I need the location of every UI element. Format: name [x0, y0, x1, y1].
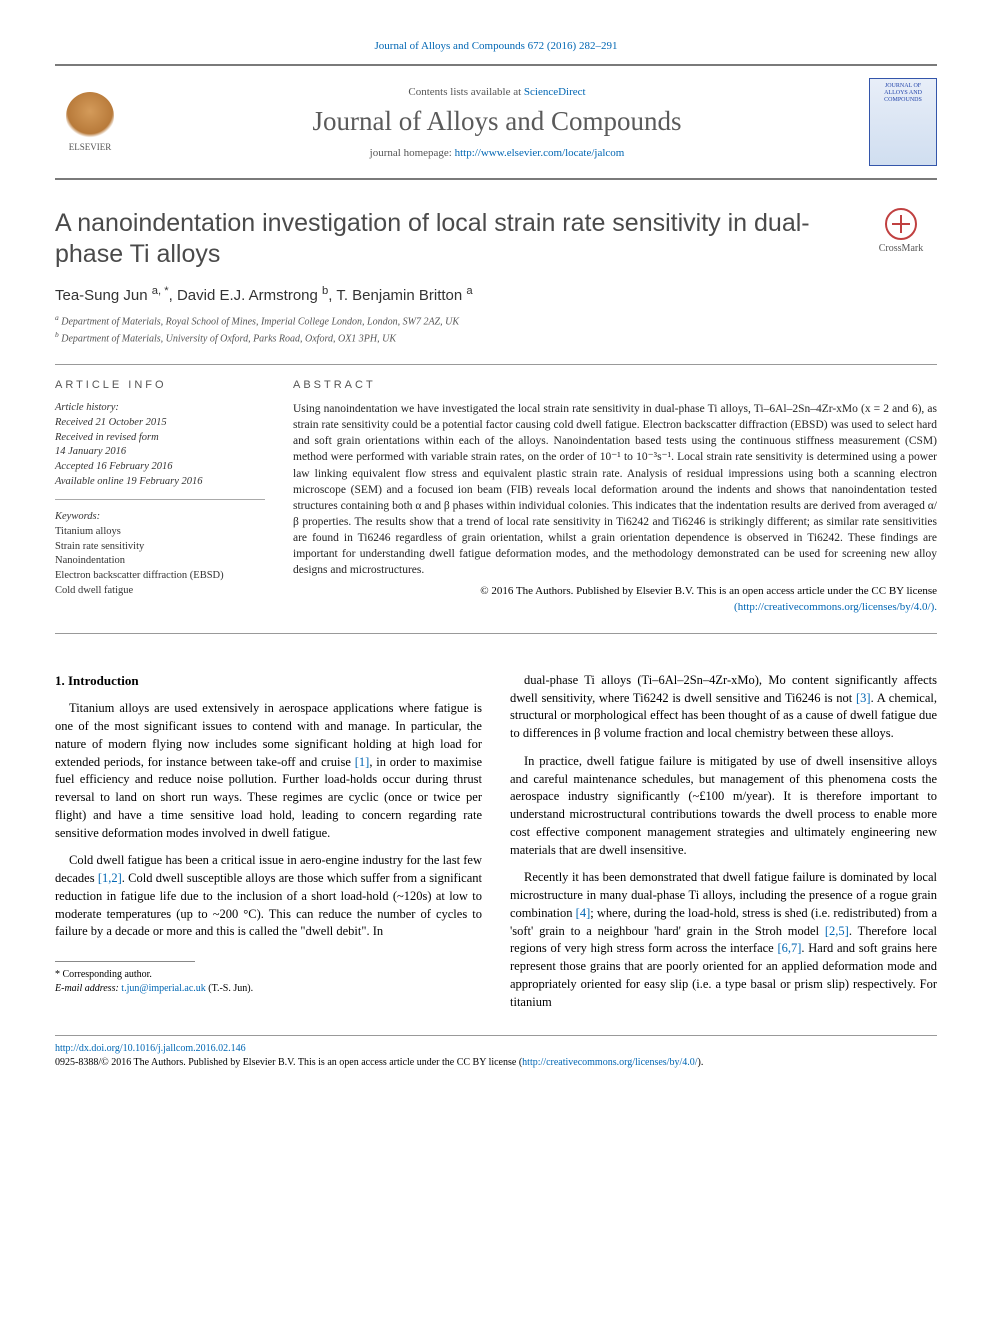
crossmark-label: CrossMark: [879, 243, 923, 254]
footnotes: * Corresponding author. E-mail address: …: [55, 968, 482, 996]
publisher-name: ELSEVIER: [55, 142, 125, 152]
abstract-text: Using nanoindentation we have investigat…: [293, 401, 937, 578]
publisher-logo: ELSEVIER: [55, 92, 125, 152]
contents-prefix: Contents lists available at: [408, 86, 523, 98]
email-suffix: (T.-S. Jun).: [206, 983, 253, 994]
top-citation: Journal of Alloys and Compounds 672 (201…: [55, 40, 937, 52]
history-lines: Received 21 October 2015Received in revi…: [55, 416, 265, 489]
abstract-label: ABSTRACT: [293, 379, 937, 391]
issn-copyright: 0925-8388/© 2016 The Authors. Published …: [55, 1057, 522, 1068]
abstract-column: ABSTRACT Using nanoindentation we have i…: [293, 379, 937, 615]
article-history: Article history: Received 21 October 201…: [55, 401, 265, 500]
col2-paragraphs: dual-phase Ti alloys (Ti–6Al–2Sn–4Zr-xMo…: [510, 672, 937, 1012]
elsevier-tree-icon: [66, 92, 114, 140]
keywords-label: Keywords:: [55, 510, 265, 525]
body-paragraph: In practice, dwell fatigue failure is mi…: [510, 753, 937, 860]
article-info-column: ARTICLE INFO Article history: Received 2…: [55, 379, 265, 615]
footnote-separator: [55, 961, 195, 962]
keywords-block: Keywords: Titanium alloysStrain rate sen…: [55, 510, 265, 598]
body-paragraph: Titanium alloys are used extensively in …: [55, 700, 482, 842]
license-link[interactable]: (http://creativecommons.org/licenses/by/…: [734, 601, 937, 613]
page-footer: http://dx.doi.org/10.1016/j.jallcom.2016…: [55, 1035, 937, 1070]
journal-name: Journal of Alloys and Compounds: [125, 106, 869, 137]
contents-availability: Contents lists available at ScienceDirec…: [125, 86, 869, 98]
page-root: Journal of Alloys and Compounds 672 (201…: [0, 0, 992, 1100]
body-column-right: dual-phase Ti alloys (Ti–6Al–2Sn–4Zr-xMo…: [510, 672, 937, 1022]
authors-line: Tea-Sung Jun a, *, David E.J. Armstrong …: [55, 285, 937, 304]
section-heading-intro: 1. Introduction: [55, 672, 482, 690]
title-row: A nanoindentation investigation of local…: [55, 208, 937, 271]
footer-license-link[interactable]: http://creativecommons.org/licenses/by/4…: [522, 1057, 697, 1068]
homepage-prefix: journal homepage:: [370, 147, 455, 159]
divider-top: [55, 364, 937, 365]
history-label: Article history:: [55, 401, 265, 416]
body-two-column: 1. Introduction Titanium alloys are used…: [55, 672, 937, 1022]
body-column-left: 1. Introduction Titanium alloys are used…: [55, 672, 482, 1022]
header-center: Contents lists available at ScienceDirec…: [125, 86, 869, 159]
journal-cover-thumbnail: JOURNAL OF ALLOYS AND COMPOUNDS: [869, 78, 937, 166]
homepage-line: journal homepage: http://www.elsevier.co…: [125, 147, 869, 159]
homepage-link[interactable]: http://www.elsevier.com/locate/jalcom: [455, 147, 625, 159]
body-paragraph: Cold dwell fatigue has been a critical i…: [55, 852, 482, 941]
copyright-block: © 2016 The Authors. Published by Elsevie…: [293, 584, 937, 615]
copyright-line: © 2016 The Authors. Published by Elsevie…: [480, 585, 937, 597]
article-title: A nanoindentation investigation of local…: [55, 208, 853, 271]
divider-bottom: [55, 633, 937, 634]
author-email-link[interactable]: t.jun@imperial.ac.uk: [121, 983, 205, 994]
email-line: E-mail address: t.jun@imperial.ac.uk (T.…: [55, 982, 482, 996]
crossmark-badge[interactable]: CrossMark: [865, 208, 937, 254]
crossmark-icon: [885, 208, 917, 240]
info-abstract-row: ARTICLE INFO Article history: Received 2…: [55, 379, 937, 615]
corresponding-author-note: * Corresponding author.: [55, 968, 482, 982]
journal-header-inner: ELSEVIER Contents lists available at Sci…: [55, 66, 937, 178]
journal-header-box: ELSEVIER Contents lists available at Sci…: [55, 64, 937, 180]
footer-license-close: ).: [698, 1057, 704, 1068]
body-paragraph: dual-phase Ti alloys (Ti–6Al–2Sn–4Zr-xMo…: [510, 672, 937, 743]
body-paragraph: Recently it has been demonstrated that d…: [510, 869, 937, 1011]
email-label: E-mail address:: [55, 983, 121, 994]
affiliations: a Department of Materials, Royal School …: [55, 312, 937, 347]
article-info-label: ARTICLE INFO: [55, 379, 265, 391]
sciencedirect-link[interactable]: ScienceDirect: [524, 86, 586, 98]
col1-paragraphs: Titanium alloys are used extensively in …: [55, 700, 482, 941]
keywords-lines: Titanium alloysStrain rate sensitivityNa…: [55, 525, 265, 598]
doi-link[interactable]: http://dx.doi.org/10.1016/j.jallcom.2016…: [55, 1043, 246, 1054]
